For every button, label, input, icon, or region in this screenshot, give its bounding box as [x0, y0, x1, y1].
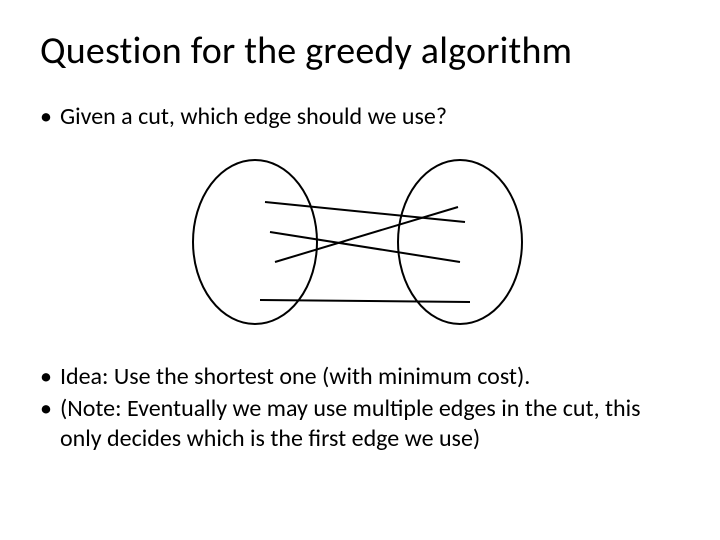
bullet-dot-icon: •: [40, 394, 52, 424]
bullet-top: • Given a cut, which edge should we use?: [40, 102, 680, 132]
cut-edge: [260, 300, 470, 302]
slide-title: Question for the greedy algorithm: [40, 28, 680, 74]
ellipse-node: [398, 160, 522, 324]
diagram-ellipses: [193, 160, 522, 324]
cut-edge: [270, 232, 460, 262]
diagram-edges: [260, 202, 470, 302]
cut-edge: [265, 202, 465, 222]
bullet-idea-text: Idea: Use the shortest one (with minimum…: [60, 362, 530, 392]
bullet-top-text: Given a cut, which edge should we use?: [60, 102, 447, 132]
bullet-note-text: (Note: Eventually we may use multiple ed…: [60, 394, 680, 454]
cut-edge: [275, 207, 458, 262]
diagram-container: [40, 152, 680, 332]
slide-root: Question for the greedy algorithm • Give…: [0, 0, 720, 540]
bottom-bullets: • Idea: Use the shortest one (with minim…: [40, 362, 680, 454]
bullet-note: • (Note: Eventually we may use multiple …: [40, 394, 680, 454]
bullet-dot-icon: •: [40, 102, 52, 132]
cut-diagram: [160, 152, 560, 332]
bullet-idea: • Idea: Use the shortest one (with minim…: [40, 362, 680, 392]
bullet-dot-icon: •: [40, 362, 52, 392]
